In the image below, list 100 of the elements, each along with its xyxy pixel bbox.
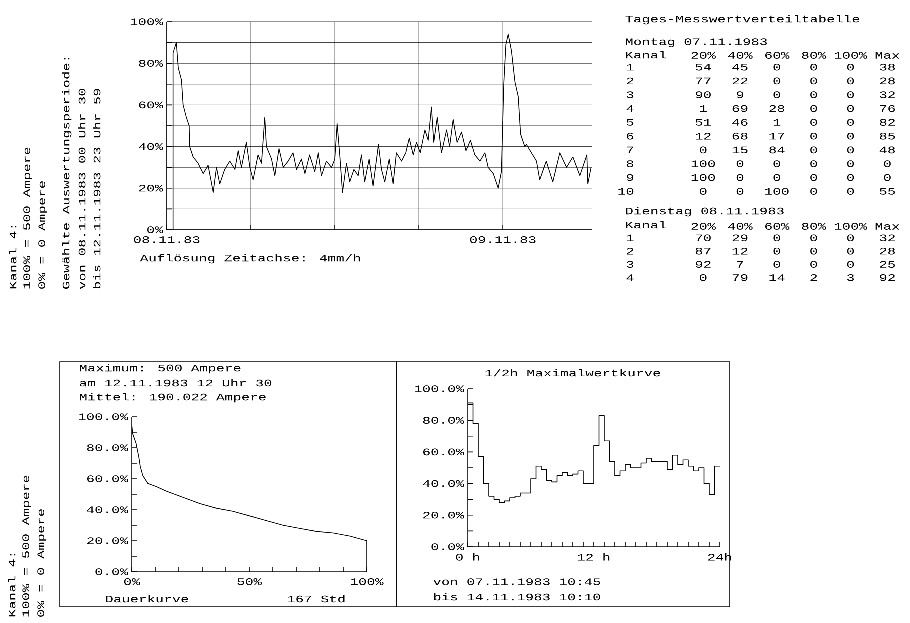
data-label: 0 <box>810 261 818 268</box>
data-label: 92 <box>880 274 895 282</box>
chart-subtitle: Dienstag 08.11.1983 <box>626 207 784 217</box>
text: bis 14.11.1983 10:10 <box>434 593 600 601</box>
x-tick-label: 0% <box>124 578 140 586</box>
data-label: 0 <box>774 261 780 268</box>
x-tick-label: Max <box>876 223 900 230</box>
data-label: 70 <box>696 234 711 242</box>
y-tick-label: 10 <box>618 188 634 195</box>
data-label: 3 <box>847 274 854 282</box>
data-label: 79 <box>732 274 748 282</box>
data-label: 0 <box>847 261 854 268</box>
data-label: 54 <box>696 64 712 71</box>
data-label: 100 <box>692 174 716 182</box>
y-tick-label: 60% <box>139 102 164 109</box>
text: von 07.11.1983 10:45 <box>434 578 600 586</box>
data-label: 69 <box>732 105 748 112</box>
y-tick-label: 3 <box>626 92 634 98</box>
text: Gewählte Auswertungsperiode: <box>62 58 72 290</box>
x-tick-label: 80% <box>802 52 827 59</box>
data-label: 7 <box>737 261 744 268</box>
y-tick-label: 4 <box>626 105 634 112</box>
text: 100% = 500 Ampere <box>24 148 32 289</box>
data-label: 100 <box>766 188 789 195</box>
data-label: 0 <box>847 174 854 182</box>
data-label: 0 <box>847 234 854 242</box>
data-label: 55 <box>880 188 896 195</box>
y-tick-label: 20.0% <box>87 538 128 544</box>
x-tick-label: 80% <box>802 223 827 230</box>
data-label: 1 <box>774 119 781 126</box>
data-label: 0 <box>774 78 780 85</box>
text: 0% = 0 Ampere <box>38 182 48 289</box>
x-axis-title: Dauerkurve <box>106 595 188 603</box>
data-label: 0 <box>736 188 744 195</box>
x-tick-label: 20% <box>692 52 716 59</box>
text: 0% = 0 Ampere <box>38 510 46 617</box>
data-label: 82 <box>880 119 895 126</box>
y-tick-label: 80% <box>139 60 164 67</box>
y-tick-label: 40% <box>138 143 164 150</box>
data-label: 38 <box>880 64 896 71</box>
data-label: 0 <box>774 248 780 255</box>
y-axis-title: Kanal <box>626 51 666 59</box>
y-tick-label: 100% <box>130 18 164 26</box>
data-label: 0 <box>810 119 818 126</box>
y-tick-label: 80.0% <box>423 417 464 424</box>
data-label: 17 <box>770 133 784 140</box>
y-tick-label: 9 <box>627 174 634 182</box>
y-tick-label: 2 <box>627 78 634 85</box>
x-tick-label: Max <box>876 52 900 59</box>
data-label: 28 <box>880 78 896 85</box>
data-label: 32 <box>880 234 895 242</box>
data-label: 0 <box>774 92 780 98</box>
data-label: 0 <box>847 248 854 255</box>
y-tick-label: 2 <box>627 248 634 255</box>
x-tick-label: 09.11.83 <box>470 236 536 244</box>
data-label: 48 <box>880 146 896 154</box>
data-label: 0 <box>810 92 818 98</box>
data-label: 29 <box>732 234 748 242</box>
y-tick-label: 80.0% <box>87 444 128 452</box>
data-label: 0 <box>847 132 854 140</box>
x-tick-label: 12 h <box>578 554 610 561</box>
chart-title: Maximum: 500 Ampere <box>80 364 241 374</box>
y-tick-label: 0.0% <box>432 544 464 550</box>
data-label: 0 <box>700 188 707 195</box>
text: 100% = 500 Ampere <box>22 476 32 617</box>
data-label: 0 <box>847 78 854 85</box>
data-label: 92 <box>696 261 711 268</box>
chart-subtitle: am 12.11.1983 12 Uhr 30 <box>80 379 272 387</box>
data-label: 12 <box>696 133 711 140</box>
x-tick-label: 0 h <box>456 554 480 561</box>
y-tick-label: 100.0% <box>79 414 128 420</box>
data-label: 46 <box>732 119 748 126</box>
y-axis-title: Kanal <box>626 221 666 229</box>
data-label: 0 <box>810 105 818 112</box>
data-label: 9 <box>737 92 744 98</box>
text: von 08.11.1983 00 Uhr 30 <box>78 89 86 290</box>
data-label: 0 <box>774 174 780 182</box>
data-label: 100 <box>692 160 716 168</box>
y-tick-label: 40.0% <box>423 480 464 488</box>
data-label: 0 <box>810 64 818 71</box>
x-tick-label: 40% <box>728 52 753 59</box>
data-label: 0 <box>847 188 854 195</box>
text: bis 12.11.1983 23 Uhr 59 <box>93 89 101 289</box>
data-label: 0 <box>774 64 780 71</box>
data-label: 0 <box>847 146 854 154</box>
text: Kanal 4: <box>8 554 16 617</box>
y-tick-label: 40.0% <box>87 506 128 514</box>
data-label: 0 <box>847 160 854 168</box>
y-tick-label: 20.0% <box>423 512 464 519</box>
text: 167 Std <box>288 595 345 603</box>
data-label: 0 <box>810 174 818 182</box>
data-label: 45 <box>732 64 748 71</box>
x-tick-label: 100% <box>834 52 868 59</box>
y-tick-label: 100.0% <box>415 386 464 392</box>
data-label: 0 <box>736 174 744 182</box>
x-tick-label: 08.11.83 <box>134 236 200 244</box>
data-label: 0 <box>774 234 780 242</box>
data-label: 0 <box>847 105 854 112</box>
data-label: 32 <box>880 92 895 98</box>
x-tick-label: 20% <box>692 223 716 230</box>
